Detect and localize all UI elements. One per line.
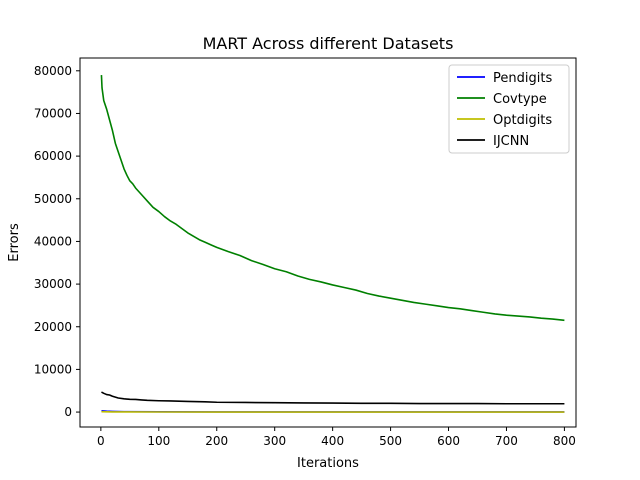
y-tick-label: 50000 <box>34 192 72 206</box>
legend-box <box>448 64 570 154</box>
y-tick-label: 0 <box>64 405 72 419</box>
x-tick-label: 200 <box>205 434 228 448</box>
series-line-covtype <box>100 75 565 322</box>
y-tick-label: 80000 <box>34 64 72 78</box>
series-line-ijcnn <box>101 391 565 405</box>
y-tick-label: 60000 <box>34 149 72 163</box>
legend-label-pendigits: Pendigits <box>493 71 552 86</box>
x-tick-label: 500 <box>379 434 402 448</box>
legend-label-optdigits: Optdigits <box>493 113 552 128</box>
x-tick-label: 0 <box>97 434 105 448</box>
y-axis: 0 10000 20000 30000 40000 50000 60000 70000 8000… <box>34 64 80 419</box>
x-tick-label: 600 <box>437 434 460 448</box>
y-tick-label: 40000 <box>34 234 72 248</box>
chart-title: MART Across different Datasets <box>203 34 454 53</box>
y-tick-label: 20000 <box>34 320 72 334</box>
axes-frame <box>79 57 577 428</box>
legend: Pendigits Covtype Optdigits IJCNN <box>448 64 570 154</box>
legend-label-covtype: Covtype <box>493 92 547 107</box>
x-tick-label: 100 <box>147 434 170 448</box>
x-axis: 0 100 200 300 400 500 600 700 800 <box>97 427 576 448</box>
y-tick-label: 10000 <box>34 362 72 376</box>
x-tick-label: 400 <box>321 434 344 448</box>
y-tick-label: 70000 <box>34 106 72 120</box>
x-tick-label: 800 <box>553 434 576 448</box>
x-tick-label: 300 <box>263 434 286 448</box>
y-tick-label: 30000 <box>34 277 72 291</box>
x-tick-label: 700 <box>495 434 518 448</box>
y-axis-label: Errors <box>7 223 22 262</box>
series-layer <box>100 75 565 413</box>
x-axis-label: Iterations <box>297 456 359 471</box>
legend-label-ijcnn: IJCNN <box>493 134 529 149</box>
